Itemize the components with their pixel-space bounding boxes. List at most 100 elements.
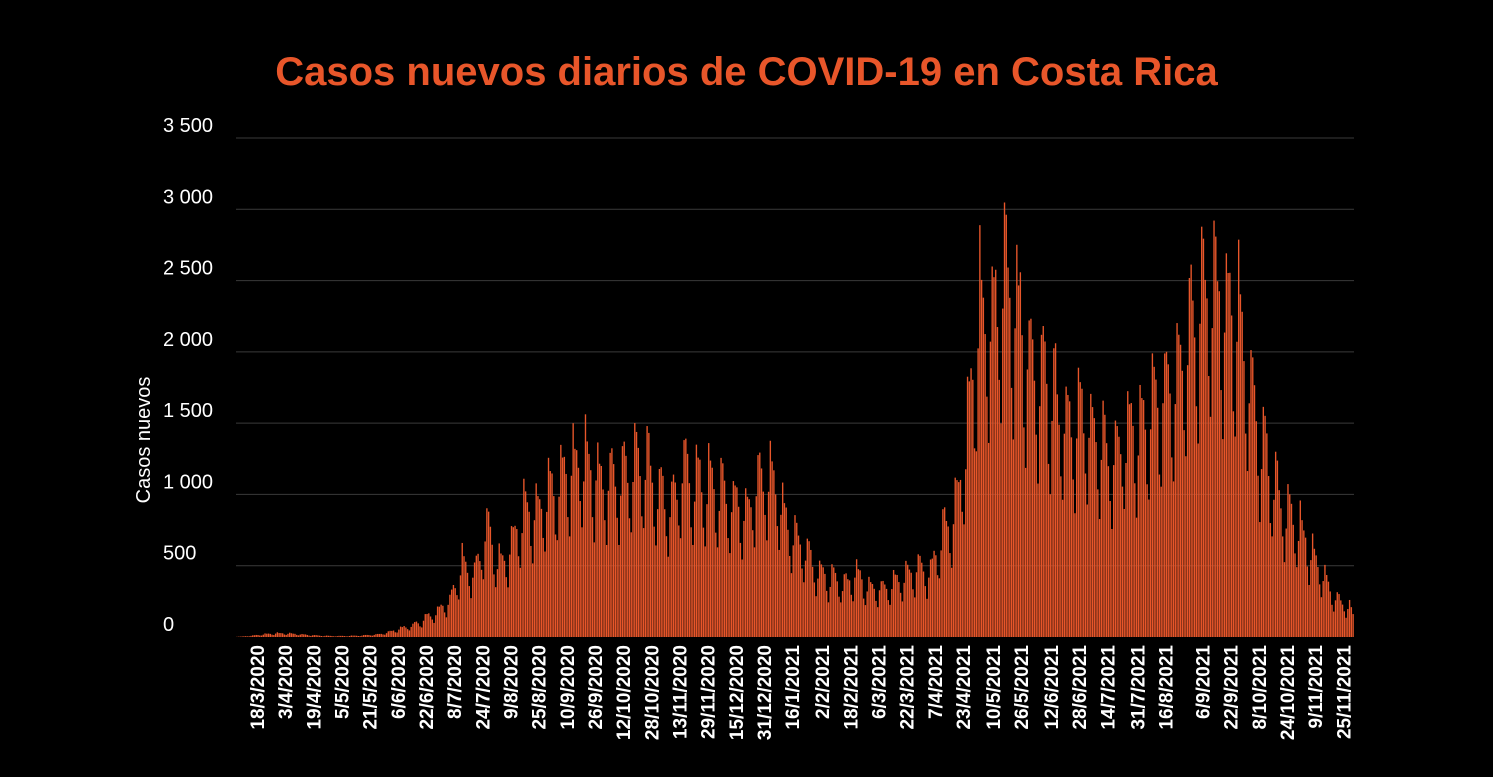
bar	[1292, 524, 1294, 637]
bar	[1169, 393, 1171, 637]
bar	[1199, 323, 1201, 637]
bar	[774, 494, 777, 637]
bar	[1076, 438, 1078, 637]
bar	[958, 482, 960, 637]
bar	[730, 512, 733, 637]
bar	[389, 630, 391, 637]
bar	[380, 633, 382, 637]
bar	[1262, 406, 1265, 637]
bar	[701, 492, 703, 637]
bar	[1065, 386, 1067, 637]
bar	[539, 499, 541, 637]
bar	[1334, 600, 1337, 637]
bar	[1127, 391, 1129, 637]
x-tick-label: 26/5/2021	[1012, 645, 1033, 730]
bar	[359, 636, 361, 637]
bar	[1195, 406, 1198, 637]
bar	[301, 633, 303, 637]
bar	[442, 605, 444, 637]
bar	[1225, 253, 1228, 637]
bar	[377, 633, 379, 637]
bar	[364, 634, 367, 637]
bar	[1153, 366, 1155, 637]
bar	[510, 526, 513, 637]
bar	[246, 636, 249, 637]
bar	[486, 508, 488, 637]
bar	[704, 546, 706, 637]
bar	[1134, 483, 1136, 637]
bar	[672, 474, 675, 637]
bar	[1032, 339, 1034, 637]
bar	[399, 626, 402, 637]
bar	[373, 634, 375, 637]
bar	[521, 533, 523, 637]
bar	[341, 635, 344, 637]
x-tick-label: 9/11/2021	[1306, 645, 1327, 729]
y-tick-label: 1 000	[163, 471, 213, 493]
x-tick-label: 25/8/2020	[530, 645, 551, 730]
bar	[713, 489, 715, 637]
bar	[1116, 426, 1118, 637]
bar	[660, 467, 662, 637]
bar	[1054, 343, 1057, 637]
bar	[526, 502, 529, 637]
bar	[1331, 604, 1333, 637]
bar	[387, 631, 389, 637]
bar	[926, 598, 928, 637]
bar	[299, 634, 301, 637]
bar	[1079, 382, 1081, 637]
bar	[861, 579, 863, 637]
bar	[822, 567, 824, 637]
bar	[354, 635, 356, 637]
bar	[598, 463, 601, 637]
bar	[1260, 469, 1263, 637]
bar	[414, 622, 416, 637]
bar	[882, 580, 884, 637]
bar	[1278, 490, 1280, 637]
bar	[357, 636, 360, 637]
bar	[336, 636, 338, 637]
bar	[711, 467, 713, 637]
bar	[896, 574, 898, 637]
bar	[281, 633, 284, 637]
bar	[410, 626, 412, 637]
x-tick-label: 15/12/2020	[727, 645, 748, 740]
bar	[563, 456, 566, 637]
bar	[1311, 533, 1314, 637]
bar	[1042, 326, 1044, 637]
bar	[245, 636, 247, 637]
bar	[593, 542, 595, 637]
y-tick-label: 0	[163, 614, 174, 636]
bar	[1176, 323, 1178, 637]
bar	[289, 632, 291, 637]
bar	[750, 507, 752, 637]
bar	[848, 580, 851, 637]
bar	[561, 457, 564, 637]
bar	[1046, 383, 1048, 637]
bar	[1005, 214, 1007, 637]
bar	[1209, 416, 1212, 637]
bar	[1165, 351, 1168, 637]
bar	[1178, 334, 1180, 637]
bar	[612, 464, 615, 637]
bar	[495, 587, 497, 637]
bar	[1072, 479, 1074, 637]
x-tick-label: 5/5/2020	[333, 645, 354, 719]
bar	[1287, 484, 1289, 637]
bar	[1266, 433, 1268, 637]
bar	[1257, 475, 1259, 637]
bar	[1021, 335, 1023, 637]
bar	[382, 634, 384, 637]
bar	[813, 582, 816, 637]
bar	[273, 635, 275, 637]
bar	[502, 555, 504, 637]
x-tick-label: 23/4/2021	[954, 645, 975, 730]
bar	[424, 614, 426, 637]
bar	[815, 596, 817, 637]
bar	[1035, 434, 1037, 637]
bar	[516, 529, 518, 637]
bar	[752, 530, 754, 637]
bar	[403, 626, 405, 637]
bar	[683, 440, 685, 637]
x-tick-label: 14/7/2021	[1098, 645, 1119, 730]
